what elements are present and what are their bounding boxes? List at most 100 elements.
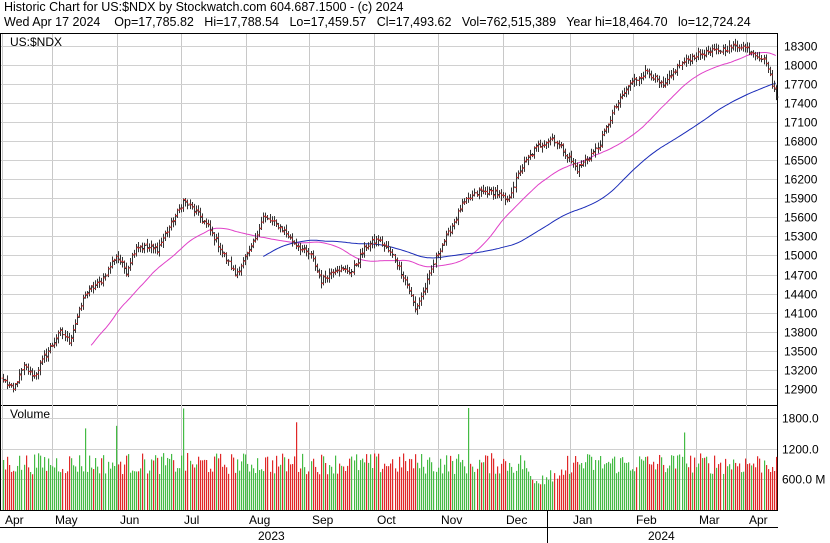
price-bar xyxy=(643,65,648,79)
volume-bar xyxy=(485,455,487,510)
volume-bar xyxy=(774,470,776,510)
price-bar xyxy=(470,190,475,201)
volume-bar xyxy=(694,457,696,510)
volume-bar xyxy=(571,472,573,510)
volume-tick-label: 600.0 M xyxy=(782,473,825,487)
volume-bar xyxy=(26,455,28,510)
volume-bar xyxy=(239,470,241,510)
price-bar xyxy=(536,140,541,153)
price-bar xyxy=(255,230,260,241)
volume-bar xyxy=(409,458,411,510)
price-tick-label: 17400 xyxy=(784,97,818,111)
volume-bar xyxy=(626,462,628,510)
volume-bar xyxy=(165,465,167,510)
volume-bar xyxy=(618,471,620,510)
volume-bar xyxy=(462,459,464,510)
volume-bar xyxy=(267,456,269,510)
volume-bar xyxy=(315,466,317,510)
month-tick-label: Jul xyxy=(184,513,199,527)
price-bar xyxy=(128,257,133,271)
volume-bar xyxy=(32,474,34,510)
price-bar xyxy=(235,268,240,279)
volume-bar xyxy=(142,453,144,510)
volume-bar xyxy=(503,458,505,510)
price-bar xyxy=(534,143,539,152)
volume-bar xyxy=(563,474,565,510)
volume-bar xyxy=(114,466,116,510)
volume-bar xyxy=(536,481,538,510)
volume-bar xyxy=(274,473,276,510)
price-tick-label: 17100 xyxy=(784,116,818,130)
volume-bar xyxy=(347,465,349,510)
volume-bar xyxy=(196,464,198,510)
volume-bar xyxy=(595,460,597,510)
volume-bar xyxy=(495,473,497,510)
volume-bar xyxy=(639,456,641,510)
volume-bar xyxy=(433,471,435,510)
volume-bar xyxy=(311,461,313,510)
price-bar xyxy=(118,254,123,265)
volume-bar xyxy=(731,469,733,510)
price-bar xyxy=(677,60,682,69)
price-bar xyxy=(103,273,108,281)
price-bar xyxy=(425,273,430,293)
volume-bar xyxy=(138,471,140,510)
volume-bar xyxy=(331,466,333,510)
price-bar xyxy=(382,242,387,252)
volume-bar xyxy=(768,469,770,510)
volume-bar xyxy=(751,465,753,510)
volume-bar xyxy=(622,457,624,510)
price-bar xyxy=(188,199,193,210)
price-bar xyxy=(686,55,691,64)
month-tick-label: Jan xyxy=(573,513,592,527)
price-tick-label: 18000 xyxy=(784,59,818,73)
volume-bar xyxy=(561,469,563,510)
price-bar xyxy=(247,245,252,257)
volume-bar xyxy=(442,473,444,510)
price-bar xyxy=(626,85,631,95)
volume-bar xyxy=(612,458,614,510)
price-bar xyxy=(331,269,336,278)
volume-bar xyxy=(354,460,356,510)
price-bar xyxy=(259,216,264,230)
volume-bar xyxy=(708,463,710,510)
price-tick-label: 16500 xyxy=(784,154,818,168)
volume-bar xyxy=(370,454,372,510)
volume-bar xyxy=(237,459,239,510)
volume-bar xyxy=(616,473,618,510)
price-tick-label: 16800 xyxy=(784,135,818,149)
price-bar xyxy=(298,242,303,256)
volume-bar xyxy=(522,469,524,510)
volume-bar xyxy=(89,455,91,510)
price-bar xyxy=(493,186,498,200)
price-bar xyxy=(618,93,623,108)
volume-bar xyxy=(376,456,378,510)
year-label: 2024 xyxy=(648,529,675,543)
volume-bar xyxy=(95,457,97,510)
price-bar xyxy=(696,47,701,61)
volume-bar xyxy=(327,474,329,510)
price-bar xyxy=(395,257,400,270)
price-bar xyxy=(450,223,455,235)
month-tick-label: Jun xyxy=(120,513,139,527)
price-bar xyxy=(276,223,281,230)
volume-bar xyxy=(374,453,376,510)
volume-bar xyxy=(259,470,261,510)
volume-bar xyxy=(58,471,60,510)
price-bar xyxy=(317,268,322,279)
volume-bar xyxy=(538,483,540,510)
price-bar xyxy=(649,70,654,81)
volume-bar xyxy=(493,458,495,510)
volume-bar xyxy=(675,468,677,510)
price-bar xyxy=(345,264,350,274)
volume-bar xyxy=(397,471,399,510)
quote-year-low: lo=12,724.24 xyxy=(678,15,751,29)
price-bar xyxy=(772,80,777,92)
volume-bar xyxy=(249,471,251,510)
price-bar xyxy=(290,233,295,247)
price-bar xyxy=(224,252,229,265)
volume-bar xyxy=(17,465,19,510)
price-bar xyxy=(177,204,182,214)
volume-bar xyxy=(183,408,185,510)
price-bar xyxy=(555,140,560,150)
